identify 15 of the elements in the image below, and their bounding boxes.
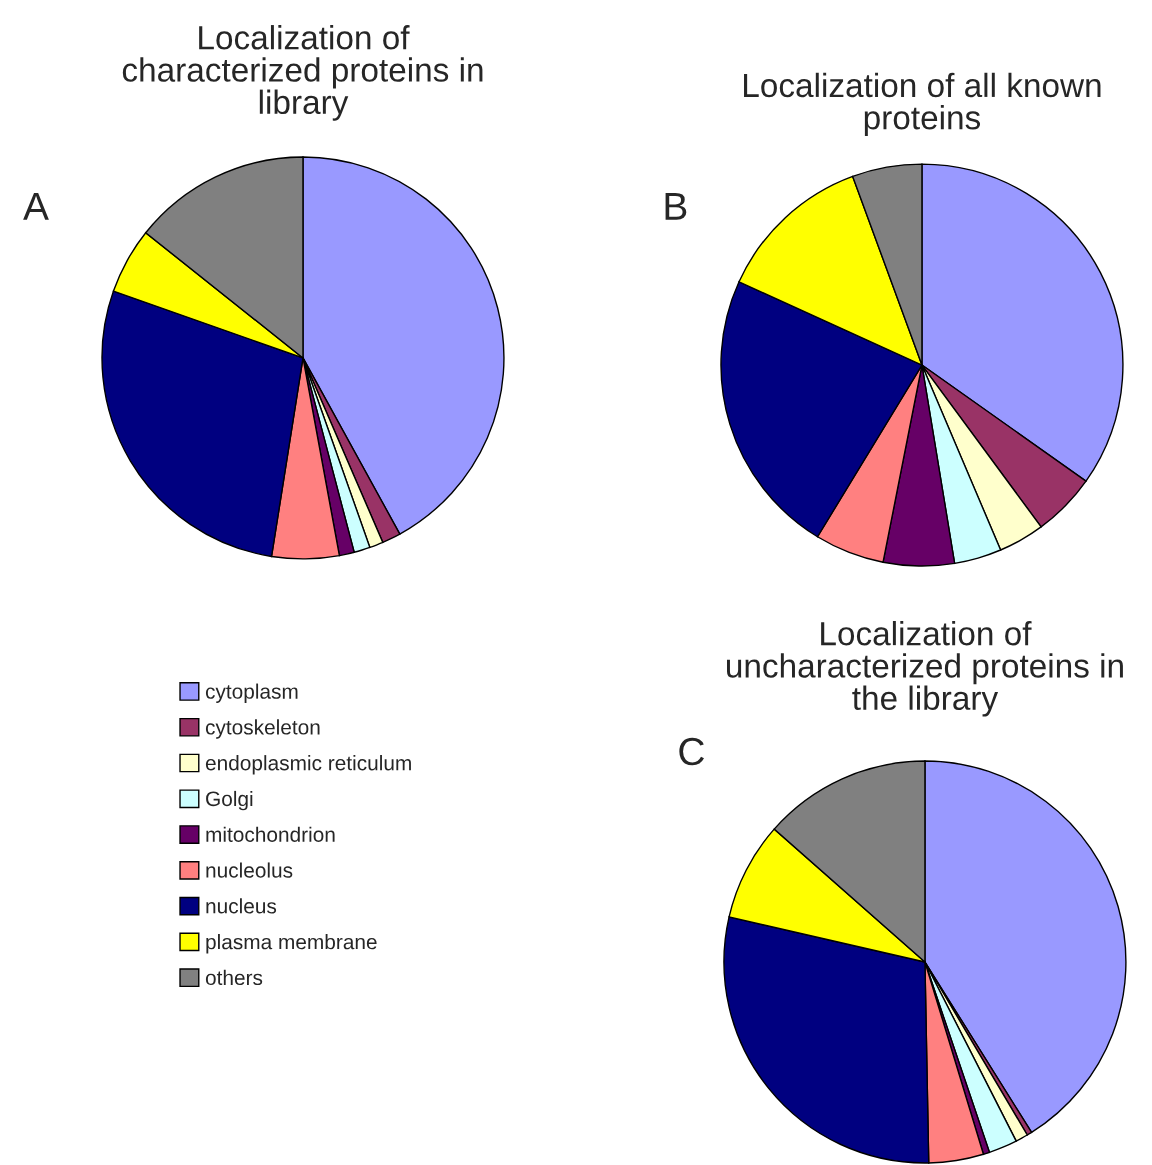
legend-label: mitochondrion [206, 826, 335, 842]
chart-title: Localization of all known proteins [744, 72, 1101, 137]
text: C [679, 737, 704, 766]
text: B [665, 193, 687, 220]
legend-label: others [205, 969, 263, 986]
legend-label: cytoplasm [205, 683, 298, 703]
chart-title: Localization of uncharacterized proteins in the library [727, 620, 1123, 717]
legend-label: endoplasmic reticulum [205, 755, 411, 775]
legend-label: nucleus [206, 898, 277, 914]
legend-label: Golgi [206, 790, 253, 811]
chart-title: Localization of characterized proteins in library [122, 25, 483, 121]
legend-label: cytoskeleton [205, 719, 320, 739]
legend-label: nucleolus [206, 862, 293, 878]
text: A [23, 193, 49, 220]
legend-label: plasma membrane [206, 934, 377, 954]
